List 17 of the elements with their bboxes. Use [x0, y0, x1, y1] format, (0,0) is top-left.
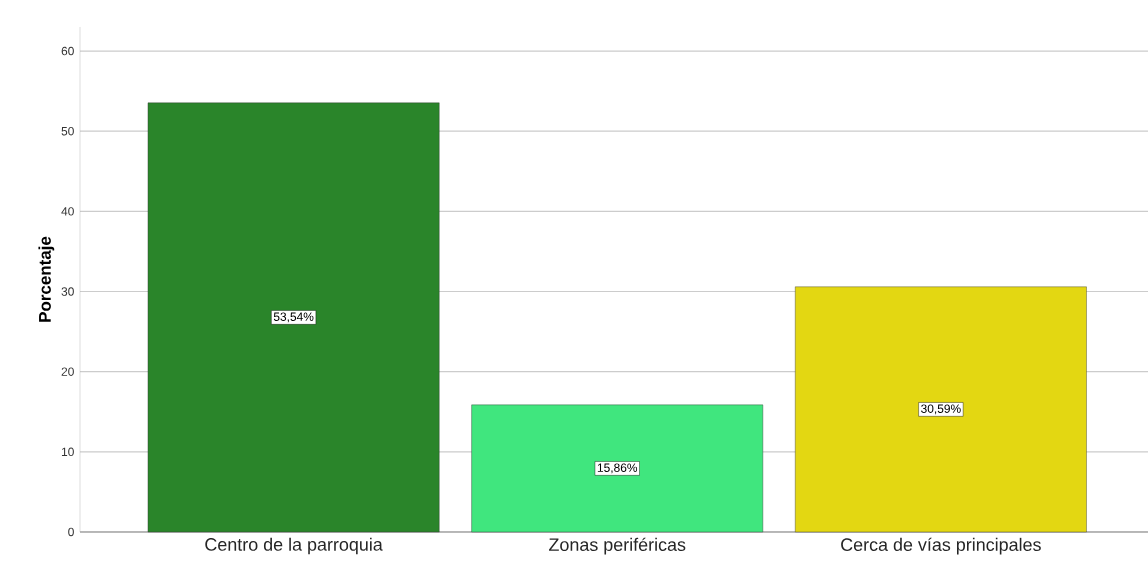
y-tick-label: 40: [61, 207, 74, 216]
y-tick-label: 20: [61, 367, 74, 376]
bar: [147, 102, 440, 533]
y-tick-label: 50: [61, 126, 74, 136]
bar: [471, 404, 764, 533]
data-label: 30,59%: [921, 404, 961, 415]
bar: [795, 286, 1087, 533]
y-axis-title: Porcentaje: [38, 236, 55, 322]
x-tick-label: Cerca de vías principales: [841, 537, 1041, 555]
y-tick-label: 30: [61, 287, 74, 296]
y-tick-label: 10: [61, 447, 74, 457]
y-tick-label: 60: [61, 46, 74, 56]
y-tick-label: 0: [68, 527, 74, 537]
data-label: 53,54%: [273, 312, 314, 323]
x-tick-label: Zonas periféricas: [549, 537, 686, 555]
x-tick-label: Centro de la parroquia: [205, 537, 383, 555]
data-label: 15,86%: [597, 463, 638, 474]
